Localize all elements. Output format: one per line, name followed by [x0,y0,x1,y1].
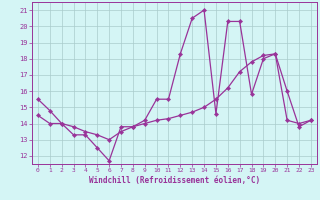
X-axis label: Windchill (Refroidissement éolien,°C): Windchill (Refroidissement éolien,°C) [89,176,260,185]
